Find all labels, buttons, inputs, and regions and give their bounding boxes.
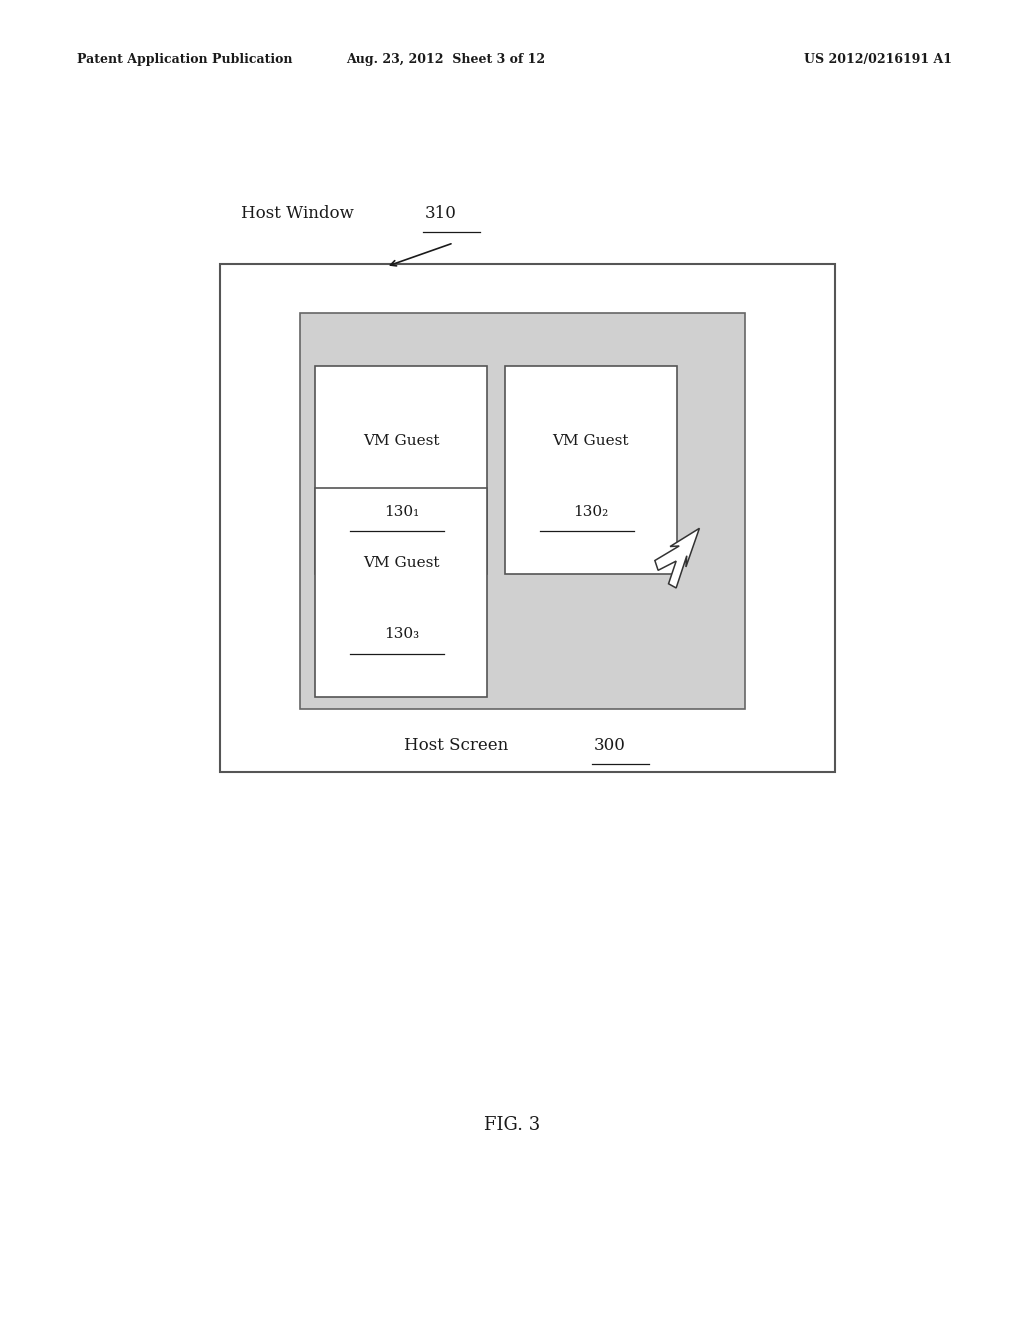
Text: FIG. 3: FIG. 3 [484,1115,540,1134]
Bar [315,366,487,574]
Bar [300,313,745,709]
Text: 130₂: 130₂ [573,504,608,519]
Text: Patent Application Publication: Patent Application Publication [77,53,292,66]
Bar [220,264,835,772]
Text: VM Guest: VM Guest [364,557,439,570]
Bar [505,366,677,574]
Text: Host Screen: Host Screen [404,738,509,754]
Text: 130₁: 130₁ [384,504,419,519]
Text: VM Guest: VM Guest [553,434,629,447]
Text: 300: 300 [594,738,626,754]
Text: 130₃: 130₃ [384,627,419,642]
Polygon shape [655,528,699,587]
Text: 310: 310 [425,206,457,222]
Text: Aug. 23, 2012  Sheet 3 of 12: Aug. 23, 2012 Sheet 3 of 12 [346,53,545,66]
Text: US 2012/0216191 A1: US 2012/0216191 A1 [804,53,952,66]
Bar [315,488,487,697]
Text: VM Guest: VM Guest [364,434,439,447]
Text: Host Window: Host Window [241,206,353,222]
